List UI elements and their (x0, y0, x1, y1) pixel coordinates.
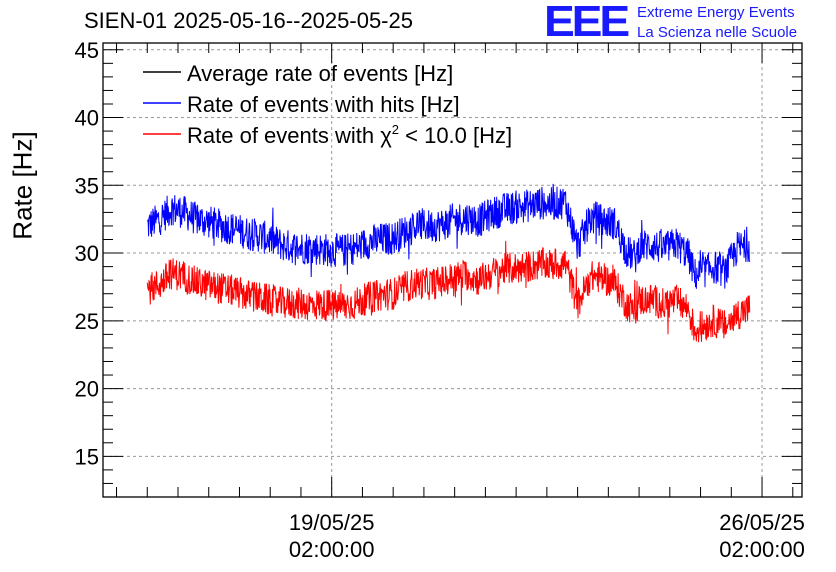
series-chi2 (146, 240, 751, 343)
legend: Average rate of events [Hz] Rate of even… (143, 61, 512, 148)
plot-frame (102, 42, 803, 498)
legend-chi2-suffix: < 10.0 [Hz] (399, 123, 512, 148)
y-tick-label: 45 (75, 38, 99, 63)
legend-chi2-prefix: Rate of events with (187, 123, 380, 148)
y-axis-ticks: 15 20 25 30 35 40 45 (75, 38, 802, 484)
legend-hits-label: Rate of events with hits [Hz] (187, 92, 460, 117)
x-tick-label-time: 02:00:00 (719, 537, 805, 562)
chart-title: SIEN-01 2025-05-16--2025-05-25 (84, 8, 413, 33)
x-tick-label-date: 19/05/25 (289, 510, 375, 535)
y-tick-label: 35 (75, 173, 99, 198)
series-line (146, 183, 751, 289)
y-tick-label: 30 (75, 241, 99, 266)
chi-symbol: χ (380, 123, 392, 148)
series-hits (146, 183, 751, 289)
logo-line-1: Extreme Energy Events (637, 4, 795, 21)
eee-logo-icon: EEE (544, 0, 630, 46)
series-line (146, 240, 751, 343)
y-tick-label: 20 (75, 377, 99, 402)
logo-line-2: La Scienza nelle Scuole (637, 24, 798, 41)
logo-caption: Extreme Energy Events La Scienza nelle S… (637, 3, 797, 43)
legend-chi2-label: Rate of events with χ2 < 10.0 [Hz] (187, 122, 512, 148)
chi-superscript: 2 (392, 122, 399, 137)
y-tick-label: 15 (75, 444, 99, 469)
y-axis-label: Rate [Hz] (7, 131, 38, 240)
y-tick-label: 25 (75, 309, 99, 334)
y-axis-label-box: Rate [Hz] (4, 131, 38, 239)
x-tick-label-date: 26/05/25 (719, 510, 805, 535)
y-tick-label: 40 (75, 106, 99, 131)
legend-avg-label: Average rate of events [Hz] (187, 61, 453, 86)
x-tick-label-time: 02:00:00 (289, 537, 375, 562)
